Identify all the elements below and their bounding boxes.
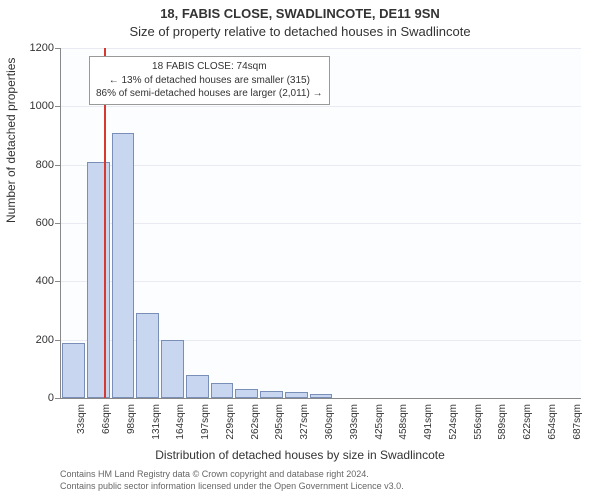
histogram-bar xyxy=(186,375,209,398)
histogram-bar xyxy=(235,389,258,398)
x-tick-label: 458sqm xyxy=(398,404,409,454)
gridline xyxy=(61,223,581,224)
chart-plot-area: 18 FABIS CLOSE: 74sqm ← 13% of detached … xyxy=(60,48,581,399)
x-tick-label: 33sqm xyxy=(76,404,87,454)
x-tick-label: 327sqm xyxy=(299,404,310,454)
x-tick-label: 98sqm xyxy=(126,404,137,454)
x-tick-label: 524sqm xyxy=(448,404,459,454)
x-tick-label: 66sqm xyxy=(101,404,112,454)
title-address: 18, FABIS CLOSE, SWADLINCOTE, DE11 9SN xyxy=(0,6,600,21)
gridline xyxy=(61,165,581,166)
histogram-bar xyxy=(112,133,135,398)
x-tick-label: 622sqm xyxy=(522,404,533,454)
y-tick-mark xyxy=(55,48,60,49)
y-tick-mark xyxy=(55,165,60,166)
x-tick-label: 654sqm xyxy=(547,404,558,454)
infobox-line3: 86% of semi-detached houses are larger (… xyxy=(96,87,323,101)
histogram-bar xyxy=(62,343,85,398)
infobox-line1: 18 FABIS CLOSE: 74sqm xyxy=(96,60,323,74)
x-tick-label: 589sqm xyxy=(497,404,508,454)
footer-line1: Contains HM Land Registry data © Crown c… xyxy=(60,468,404,480)
y-tick-mark xyxy=(55,340,60,341)
property-infobox: 18 FABIS CLOSE: 74sqm ← 13% of detached … xyxy=(89,56,330,105)
x-tick-label: 425sqm xyxy=(374,404,385,454)
y-tick-mark xyxy=(55,281,60,282)
y-tick-mark xyxy=(55,223,60,224)
gridline xyxy=(61,281,581,282)
x-tick-label: 393sqm xyxy=(349,404,360,454)
histogram-bar xyxy=(211,383,234,398)
y-tick-mark xyxy=(55,398,60,399)
x-tick-label: 687sqm xyxy=(572,404,583,454)
title-subtitle: Size of property relative to detached ho… xyxy=(0,24,600,39)
x-tick-label: 360sqm xyxy=(324,404,335,454)
y-tick-label: 600 xyxy=(14,217,54,229)
x-tick-label: 131sqm xyxy=(151,404,162,454)
histogram-bar xyxy=(260,391,283,398)
footer-line2: Contains public sector information licen… xyxy=(60,480,404,492)
x-tick-label: 164sqm xyxy=(175,404,186,454)
x-tick-label: 229sqm xyxy=(225,404,236,454)
y-tick-label: 200 xyxy=(14,334,54,346)
y-axis-label: Number of detached properties xyxy=(4,58,18,223)
y-tick-mark xyxy=(55,106,60,107)
y-tick-label: 400 xyxy=(14,275,54,287)
gridline xyxy=(61,48,581,49)
histogram-bar xyxy=(136,313,159,398)
x-tick-label: 491sqm xyxy=(423,404,434,454)
histogram-bar xyxy=(161,340,184,398)
histogram-bar xyxy=(285,392,308,398)
y-tick-label: 0 xyxy=(14,392,54,404)
y-tick-label: 800 xyxy=(14,159,54,171)
x-tick-label: 556sqm xyxy=(473,404,484,454)
x-tick-label: 262sqm xyxy=(250,404,261,454)
infobox-line2: ← 13% of detached houses are smaller (31… xyxy=(96,74,323,88)
x-tick-label: 197sqm xyxy=(200,404,211,454)
x-tick-label: 295sqm xyxy=(274,404,285,454)
footer-attribution: Contains HM Land Registry data © Crown c… xyxy=(60,468,404,492)
gridline xyxy=(61,106,581,107)
histogram-bar xyxy=(310,394,333,398)
y-tick-label: 1200 xyxy=(14,42,54,54)
y-tick-label: 1000 xyxy=(14,100,54,112)
